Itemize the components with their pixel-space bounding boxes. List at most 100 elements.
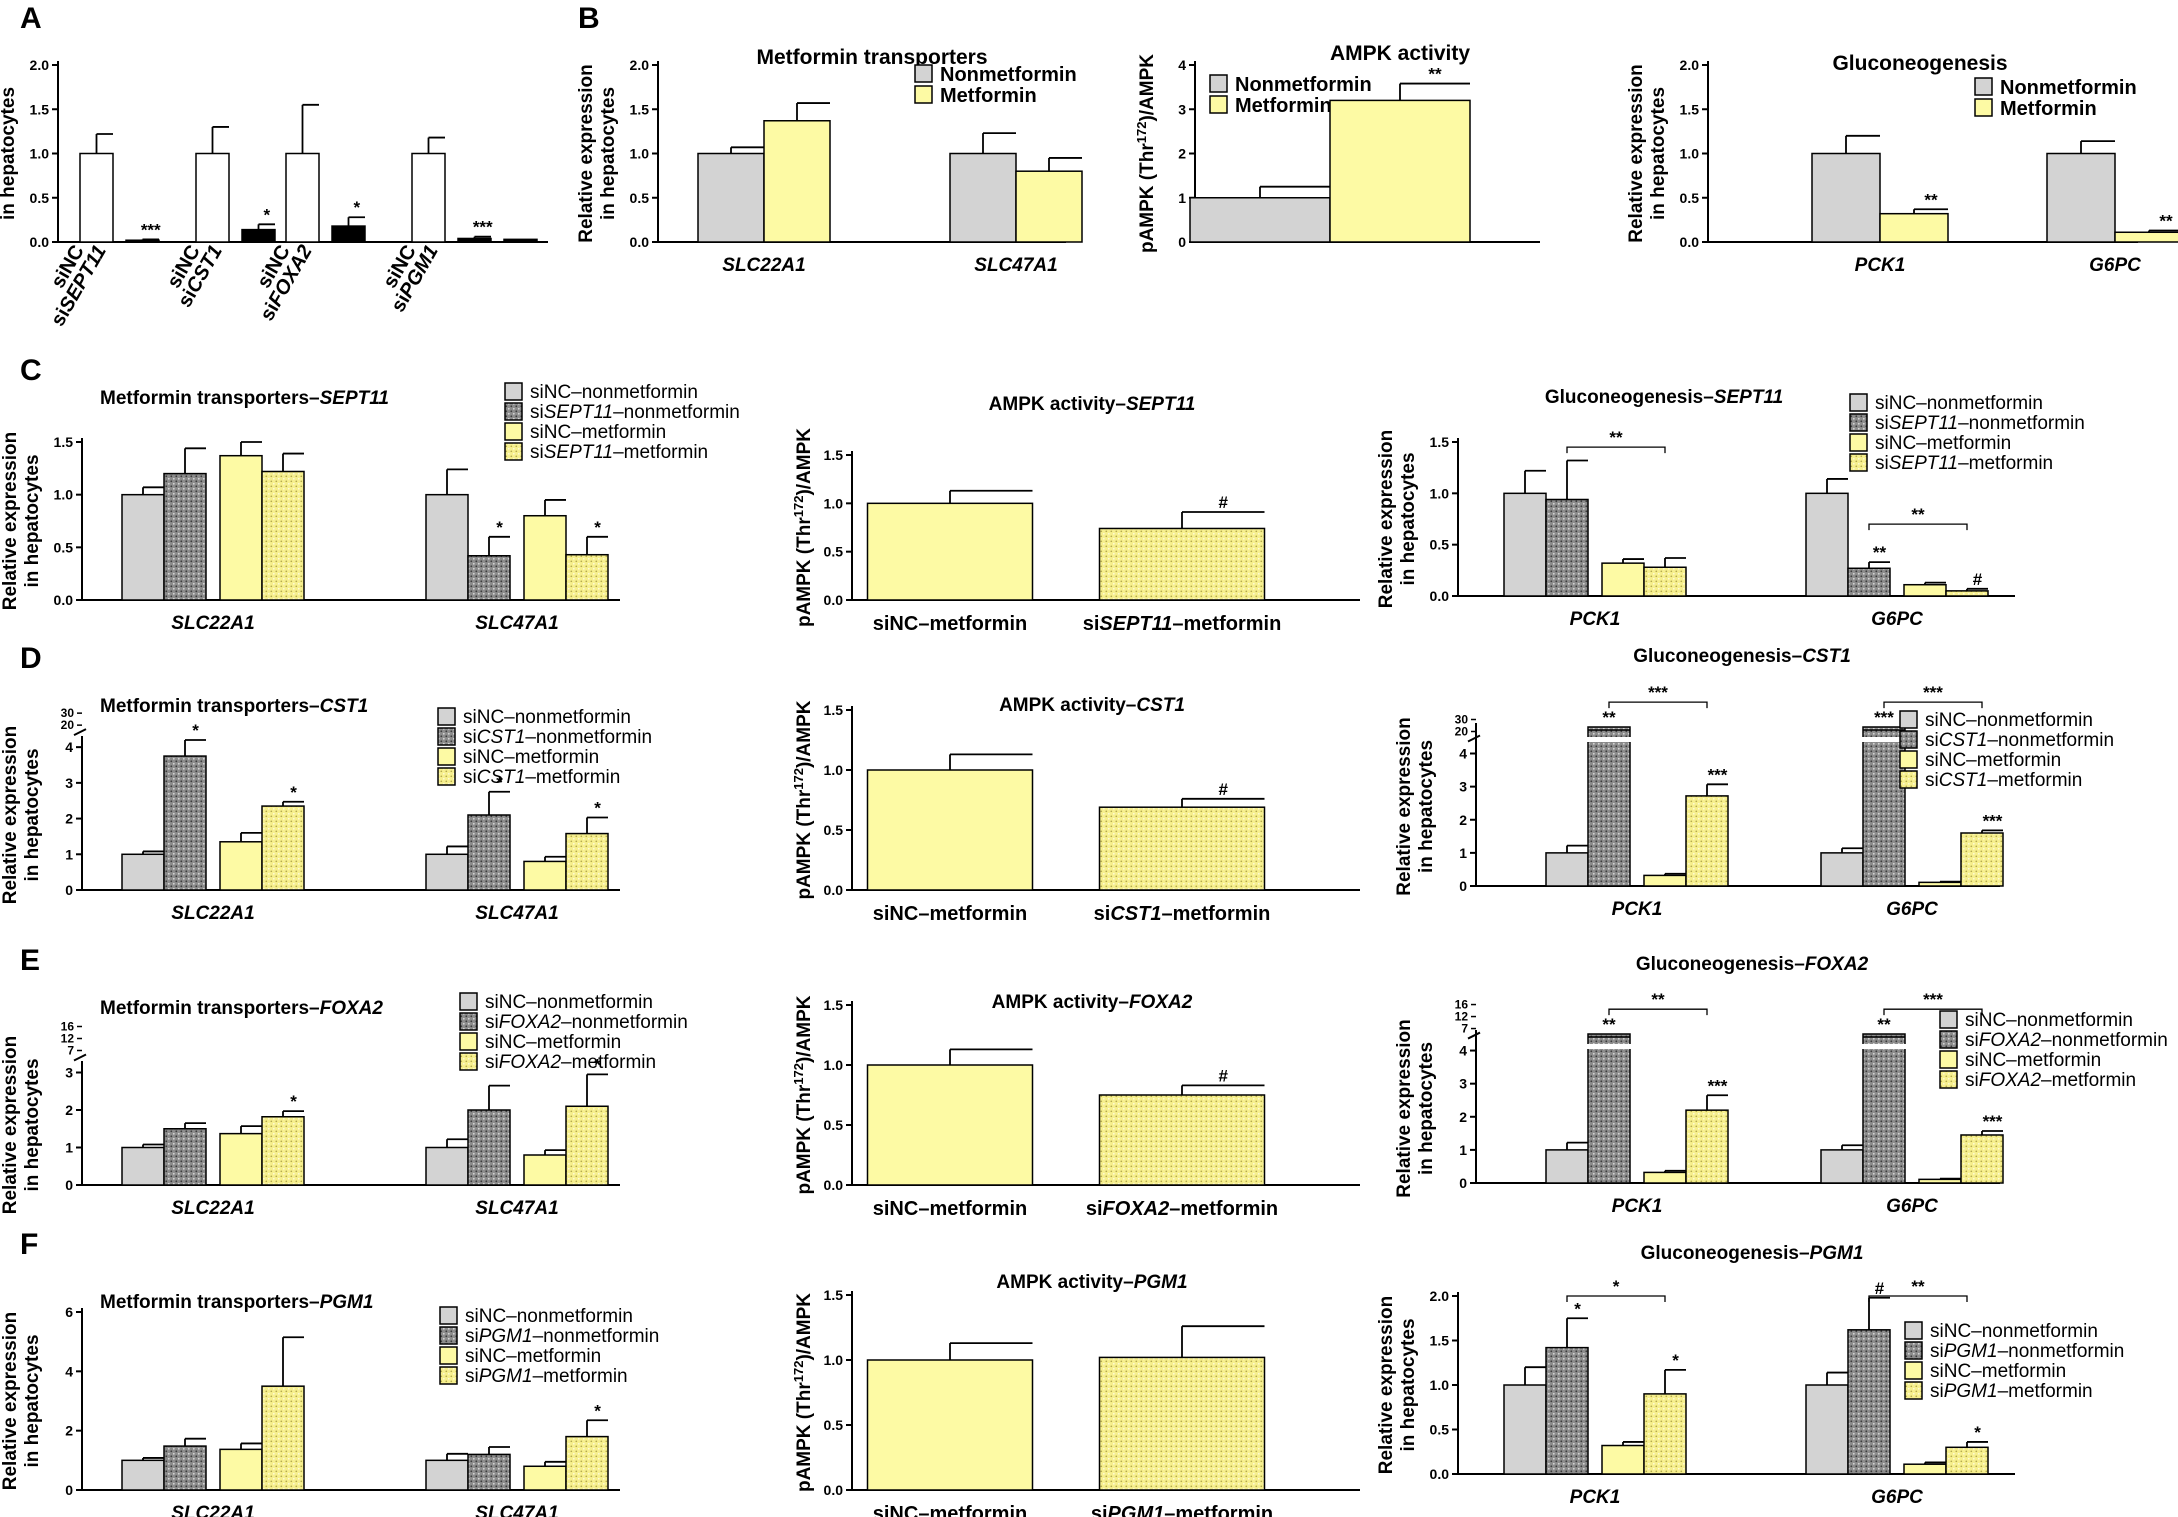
significance-mark: ** <box>2159 211 2173 230</box>
legend-swatch <box>1899 770 1918 789</box>
y-axis-label: Relative expression <box>0 726 21 904</box>
y-tick-label: 1.0 <box>824 762 844 778</box>
bar <box>1189 197 1331 243</box>
bar <box>425 1146 469 1186</box>
legend-swatch <box>439 1346 458 1365</box>
legend-label: siNC–nonmetformin <box>1965 1010 2133 1031</box>
legend-label: Nonmetformin <box>2000 77 2137 99</box>
chart-title: Metformin transporters–FOXA2 <box>100 998 383 1019</box>
y-axis-label: in hepatocytes <box>1416 1042 1437 1175</box>
bar <box>565 1105 609 1186</box>
y-tick-label: 0.5 <box>1430 537 1450 553</box>
bar <box>261 1385 305 1491</box>
legend-swatch <box>914 85 933 104</box>
bar <box>1820 1149 1864 1184</box>
chart-title: AMPK activity–SEPT11 <box>989 394 1196 415</box>
y-tick-label: 3 <box>65 1065 73 1081</box>
y-tick-label: 1.0 <box>824 495 844 511</box>
bar <box>163 1445 207 1491</box>
legend-label: siNC–metformin <box>1875 433 2011 454</box>
y-tick-label: 3 <box>1459 779 1467 795</box>
x-category-label: PCK1 <box>1612 1196 1663 1217</box>
legend-label: Metformin <box>2000 98 2097 120</box>
y-axis-label: in hepatocytes <box>22 1334 43 1467</box>
chart-b1: B Metformin transporters 0.0 0.5 1.0 1.5 2.0 Re… <box>576 2 1083 276</box>
legend-swatch <box>1939 1030 1958 1049</box>
bar-break-gap <box>1587 1044 1631 1049</box>
y-tick-label: 0 <box>65 1177 73 1193</box>
y-axis-label: in hepatocytes <box>0 87 19 220</box>
y-tick-label: 1.0 <box>1430 485 1450 501</box>
legend-label: siFOXA2–metformin <box>485 1052 656 1073</box>
bar <box>503 238 538 243</box>
significance-mark: * <box>496 518 503 537</box>
significance-mark: ** <box>1873 543 1887 562</box>
y-tick-label: 4 <box>65 739 73 755</box>
y-axis-label: in hepatocytes <box>22 748 43 881</box>
bracket-label: *** <box>1648 683 1668 702</box>
legend-label: siNC–nonmetformin <box>485 992 653 1013</box>
bracket-label: *** <box>1923 683 1943 702</box>
y-tick-label: 1.0 <box>824 1057 844 1073</box>
bar <box>1685 1109 1729 1184</box>
y-tick-label: 3 <box>1459 1076 1467 1092</box>
bar <box>1098 806 1266 891</box>
significance-mark: * <box>192 721 199 740</box>
chart-title: AMPK activity <box>1330 42 1470 65</box>
y-tick-label: 1.0 <box>824 1352 844 1368</box>
x-category-label: SLC47A1 <box>475 1198 558 1219</box>
legend-swatch <box>1849 393 1868 412</box>
bar <box>1918 881 1962 887</box>
significance-mark: *** <box>1874 708 1894 727</box>
legend-swatch <box>1899 730 1918 749</box>
y-axis-label: in hepatocytes <box>22 454 43 587</box>
y-tick-label: 1.5 <box>54 434 74 450</box>
bar <box>523 860 567 891</box>
y-break-label: 7 <box>1461 1022 1468 1036</box>
axis-break-mark <box>1467 734 1481 743</box>
bar <box>121 1146 165 1186</box>
x-bar-label: siPGM1–metformin <box>1091 1503 1273 1517</box>
y-tick-label: 0 <box>65 882 73 898</box>
y-tick-label: 1.0 <box>1680 146 1700 162</box>
bar <box>163 1128 207 1186</box>
y-tick-label: 1.5 <box>1430 434 1450 450</box>
legend-label: siSEPT11–nonmetformin <box>1875 413 2085 434</box>
y-axis-label: in hepatocytes <box>598 87 619 220</box>
legend-label: Metformin <box>1235 95 1332 117</box>
y-axis-label: pAMPK (Thr172)/AMPK <box>791 700 815 899</box>
bar <box>1805 492 1849 597</box>
y-tick-label: 0.0 <box>630 234 650 250</box>
bar <box>425 1459 469 1491</box>
bar <box>219 1132 263 1186</box>
y-tick-label: 2.0 <box>30 57 50 73</box>
significance-mark: ** <box>1602 1015 1616 1034</box>
bar <box>467 555 511 601</box>
bar <box>121 1459 165 1491</box>
significance-mark: *** <box>1983 811 2003 830</box>
legend-label: siFOXA2–metformin <box>1965 1070 2136 1091</box>
bar <box>1643 1171 1687 1184</box>
legend-swatch <box>914 64 933 83</box>
bar <box>1643 566 1687 597</box>
legend-swatch <box>1904 1321 1923 1340</box>
y-axis-label: Relative expression <box>0 1036 21 1214</box>
chart-f3: Gluconeogenesis–PGM1 0.0 0.5 1.0 1.5 2.0 Relat… <box>1376 1243 2124 1508</box>
y-axis-label: in hepatocytes <box>22 1058 43 1191</box>
chart-b3: Gluconeogenesis 0.0 0.5 1.0 1.5 2.0 Relative e… <box>1626 52 2178 276</box>
significance-bracket <box>1608 1008 1708 1016</box>
legend-swatch <box>1939 1070 1958 1089</box>
y-axis-label: Relative expression <box>0 1312 21 1490</box>
bar <box>331 225 366 243</box>
significance-mark: * <box>594 1055 601 1074</box>
significance-mark: # <box>1219 1066 1229 1085</box>
significance-mark: # <box>1875 1279 1885 1298</box>
y-axis-label: Relative expression <box>1376 1296 1397 1474</box>
x-bar-label: siCST1–metformin <box>1094 903 1271 925</box>
bar <box>79 152 114 243</box>
significance-mark: * <box>1672 1351 1679 1370</box>
bracket-label: ** <box>1911 1277 1925 1296</box>
legend-label: siCST1–nonmetformin <box>1925 730 2114 751</box>
